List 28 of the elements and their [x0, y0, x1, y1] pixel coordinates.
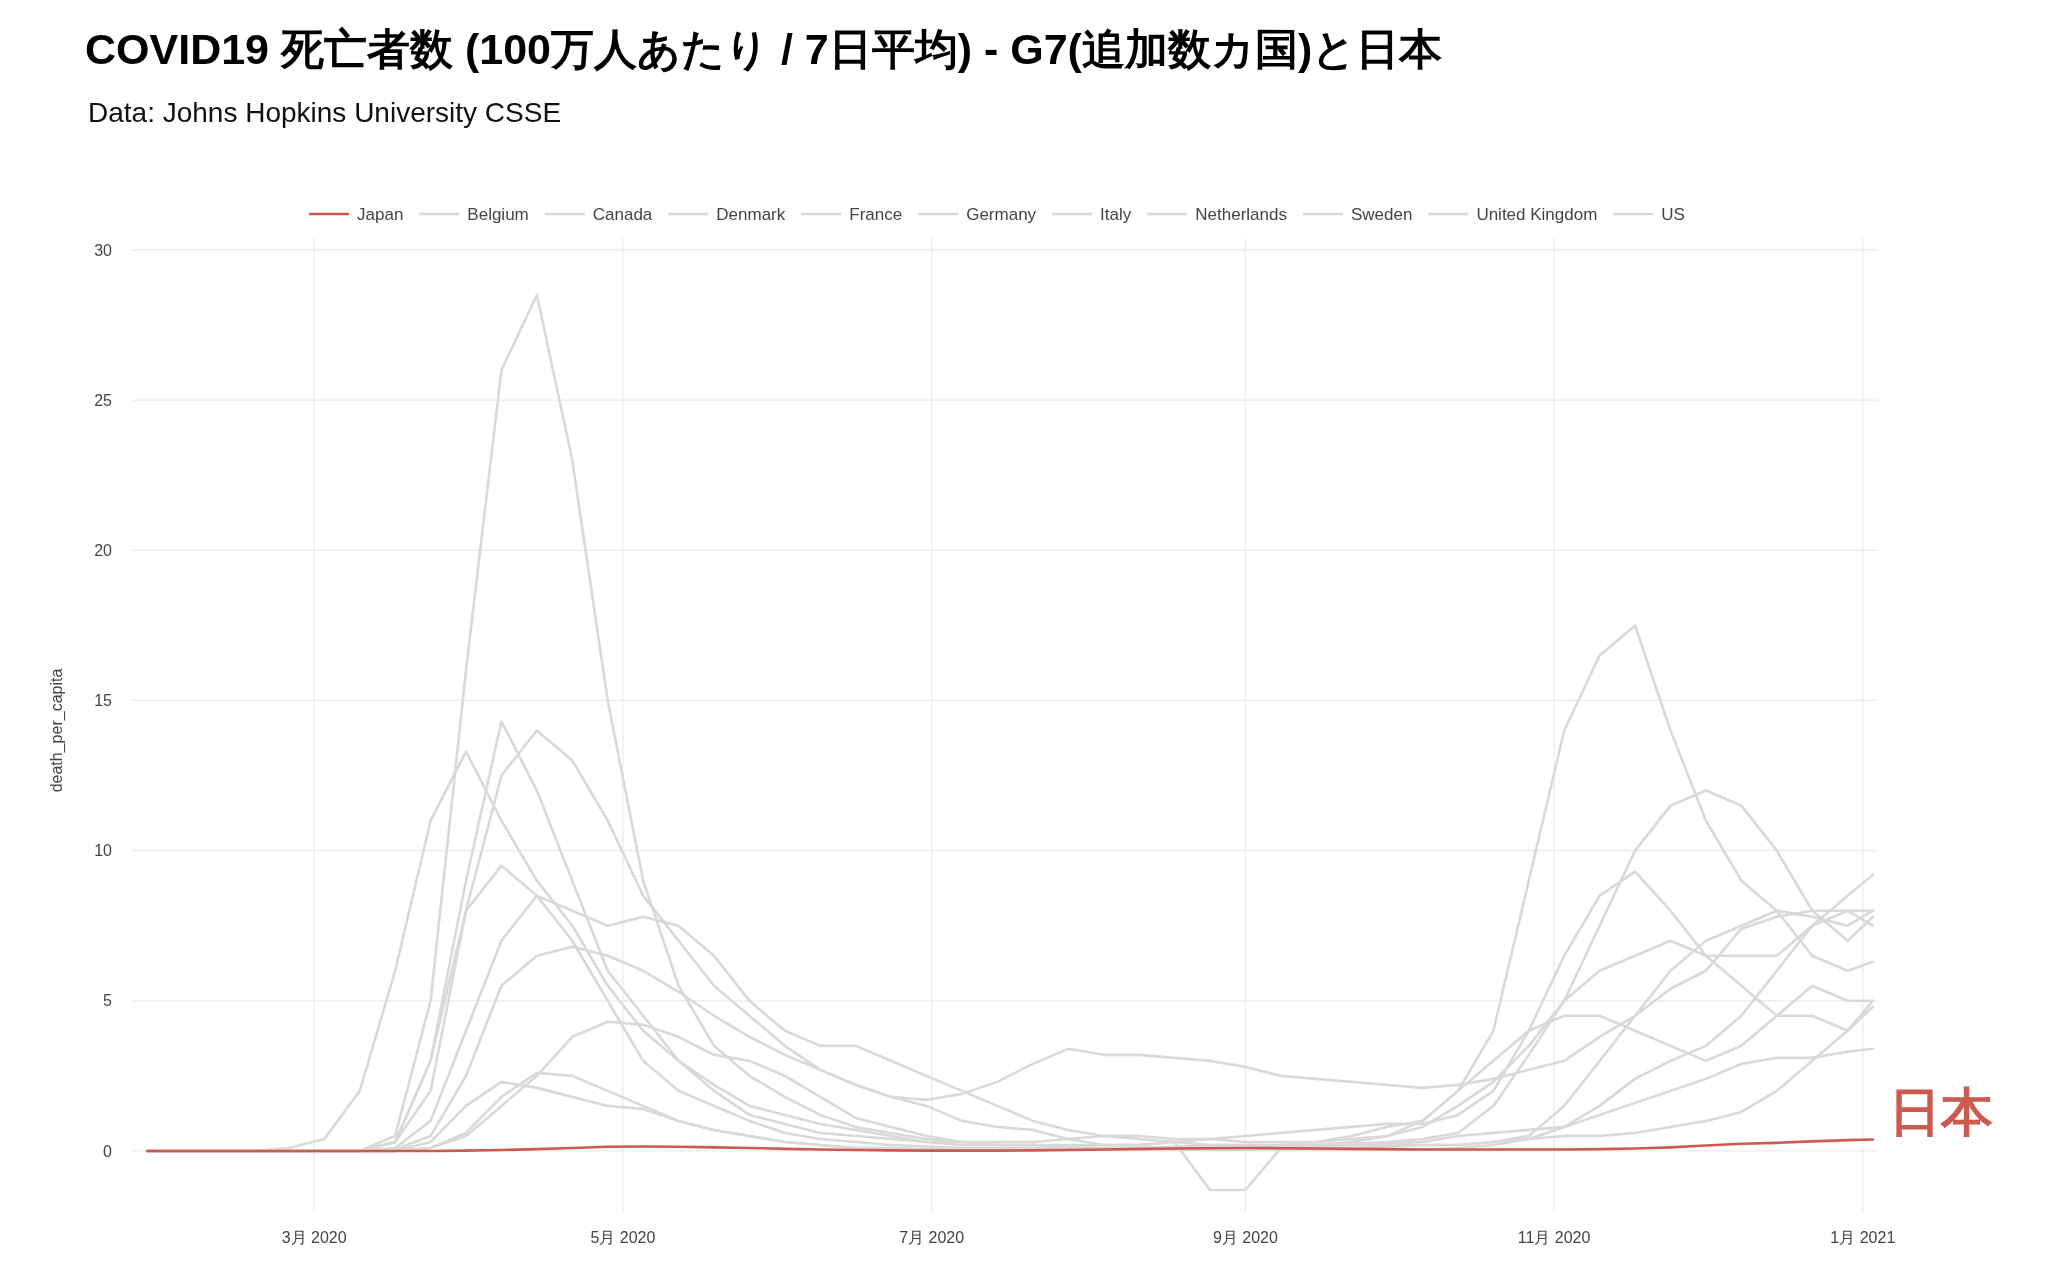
chart-subtitle: Data: Johns Hopkins University CSSE — [88, 97, 562, 128]
x-tick-label: 5月 2020 — [590, 1229, 656, 1246]
legend-label: Canada — [592, 204, 653, 224]
x-tick-label: 3月 2020 — [281, 1229, 347, 1246]
y-tick-label: 20 — [94, 541, 113, 559]
y-tick-label: 5 — [103, 992, 113, 1010]
x-tick-label: 7月 2020 — [899, 1229, 965, 1246]
y-tick-label: 0 — [103, 1142, 113, 1160]
legend-label: United Kingdom — [1476, 204, 1598, 224]
legend-label: Denmark — [716, 204, 786, 224]
y-tick-label: 15 — [94, 692, 113, 710]
y-tick-label: 30 — [94, 241, 113, 259]
legend-label: Italy — [1100, 204, 1132, 224]
y-axis-title: death_per_capita — [48, 668, 66, 793]
x-tick-label: 11月 2020 — [1517, 1229, 1591, 1246]
legend-label: Belgium — [467, 204, 529, 224]
x-tick-label: 1月 2021 — [1830, 1229, 1896, 1246]
y-tick-label: 25 — [94, 391, 113, 409]
y-tick-label: 10 — [94, 842, 113, 860]
legend-label: France — [849, 204, 903, 224]
legend-label: Netherlands — [1195, 204, 1287, 224]
x-tick-label: 9月 2020 — [1212, 1229, 1278, 1246]
annotation: 日本 — [1888, 1082, 1993, 1141]
legend-label: Japan — [357, 204, 404, 224]
legend-label: Germany — [966, 204, 1037, 224]
legend-label: Sweden — [1350, 204, 1413, 224]
chart-title: COVID19 死亡者数 (100万人あたり / 7日平均) - G7(追加数カ国)と日本 — [85, 25, 1443, 73]
legend-label: US — [1661, 204, 1685, 224]
